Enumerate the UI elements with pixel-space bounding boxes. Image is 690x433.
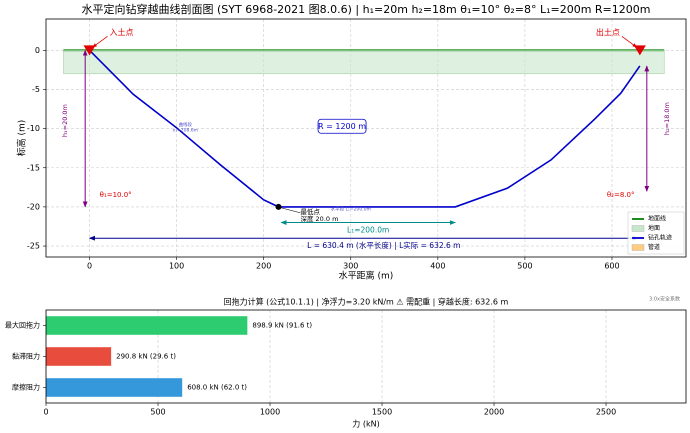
y-tick-label: 最大回拖力 (5, 321, 40, 330)
note: 3.0x安全系数 (649, 296, 680, 303)
chart-title: 水平定向钻穿越曲线剖面图 (SYT 6968-2021 图8.0.6) | h₁… (82, 2, 651, 16)
x-tick-label: 300 (343, 262, 358, 271)
y-tick-label: 摩擦阻力 (12, 383, 40, 392)
endpoint-marker (83, 45, 96, 56)
legend-label: 地面线 (648, 215, 666, 223)
annotation: R = 1200 m (318, 122, 366, 131)
y-tick-label: -15 (27, 163, 40, 172)
annotation-box (317, 118, 367, 134)
lowest-point (275, 203, 282, 210)
x-tick-label: 1500 (372, 408, 392, 417)
endpoint-marker (633, 45, 646, 56)
dimension-label: h₁=20.0m (61, 104, 69, 137)
x-axis-title: 力 (kN) (352, 419, 379, 429)
annotation: 深度 20.0 m (300, 214, 338, 223)
x-tick-label: 0 (43, 408, 48, 417)
annotation: 曲线段 (179, 121, 193, 128)
annotation-arrow (92, 35, 108, 48)
annotation: θ₂=8.0° (607, 191, 635, 199)
chart-title: 回拖力计算 (公式10.1.1) | 净浮力=3.20 kN/m ⚠ 需配重 |… (224, 297, 509, 307)
bar (46, 347, 112, 366)
y-tick-label: 0 (35, 46, 40, 55)
annotation: 最低点 (300, 207, 320, 216)
bar (46, 316, 248, 335)
x-tick-label: 2500 (596, 408, 616, 417)
y-tick-label: -20 (27, 202, 40, 211)
x-tick-label: 1000 (260, 408, 280, 417)
legend-label: 钻孔轨迹 (648, 234, 672, 242)
legend-label: 管道 (648, 243, 660, 251)
dimension-label: L = 630.4 m (水平长度) | L实际 = 632.6 m (307, 240, 460, 250)
annotation: x₁=208.6m (173, 128, 199, 134)
legend-label: 地面 (648, 224, 660, 232)
ground-band (63, 50, 665, 75)
annotation: 出土点 (596, 27, 620, 37)
bar (46, 378, 183, 397)
value-label: 898.9 kN (91.6 t) (252, 322, 312, 330)
x-axis-title: 水平距离 (m) (339, 270, 394, 282)
y-axis-title: 标高 (m) (16, 120, 28, 157)
y-tick-label: -25 (27, 242, 40, 251)
annotation: 水平段 L₁=200.0m (331, 206, 371, 213)
x-tick-label: 400 (430, 262, 445, 271)
annotation-arrow (281, 207, 301, 214)
legend-swatch (631, 225, 645, 232)
x-tick-label: 100 (169, 262, 184, 271)
annotation-arrow (621, 35, 638, 48)
x-tick-label: 500 (150, 408, 165, 417)
x-tick-label: 600 (604, 262, 619, 271)
y-tick-label: 黏滞阻力 (12, 352, 40, 361)
legend-swatch (631, 244, 645, 251)
annotation: 入土点 (110, 27, 134, 37)
x-tick-label: 2000 (484, 408, 504, 417)
dimension-label: L₁=200.0m (347, 226, 389, 235)
y-tick-label: -5 (32, 85, 40, 94)
y-tick-label: -10 (27, 124, 40, 133)
plot-frame (45, 309, 687, 404)
value-label: 290.8 kN (29.6 t) (116, 353, 176, 361)
plot-frame (45, 18, 687, 258)
annotation: θ₁=10.0° (100, 191, 132, 199)
dimension-label: h₂=18.0m (663, 102, 671, 135)
x-tick-label: 0 (87, 262, 92, 271)
x-tick-label: 500 (517, 262, 532, 271)
value-label: 608.0 kN (62.0 t) (187, 384, 247, 392)
x-tick-label: 200 (256, 262, 271, 271)
drill-path (88, 49, 641, 208)
